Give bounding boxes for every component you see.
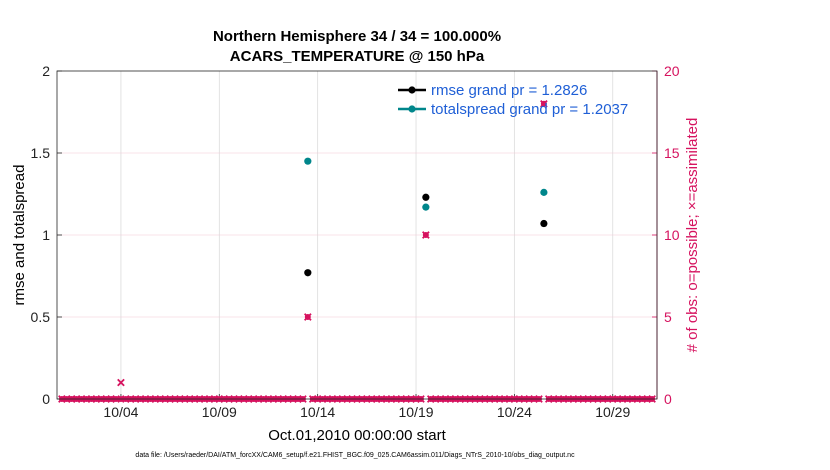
y2-tick-label: 0	[664, 391, 672, 407]
rmse-point	[304, 269, 312, 277]
y-tick-label: 0	[42, 391, 50, 407]
ticks: 10/04 10/09 10/14 10/19 10/24 10/2900.511.520…	[31, 63, 680, 420]
y-tick-label: 1.5	[31, 145, 51, 161]
x-tick-label: 10/04	[103, 404, 138, 420]
rmse-point	[540, 219, 548, 228]
legend: rmse grand pr = 1.2826 totalspread grand …	[398, 82, 628, 118]
obs-assimilated-point	[540, 99, 548, 108]
y2-tick-label: 20	[664, 63, 680, 79]
x-axis-label: Oct.01,2010 00:00:00 start	[268, 427, 446, 444]
totalspread-legend-label: totalspread grand pr = 1.2037	[431, 101, 628, 118]
y2-tick-label: 15	[664, 145, 680, 161]
x-tick-label: 10/19	[398, 404, 433, 420]
totalspread-point	[540, 188, 548, 196]
plot-frame	[56, 70, 658, 400]
rmse-legend-label: rmse grand pr = 1.2826	[431, 82, 587, 99]
y2-axis-label: # of obs: o=possible; ×=assimilated	[684, 118, 701, 353]
y-axis-label: rmse and totalspread	[11, 165, 28, 306]
y-tick-label: 0.5	[31, 309, 51, 325]
totalspread-point	[304, 157, 312, 165]
chart-subtitle: ACARS_TEMPERATURE @ 150 hPa	[230, 48, 485, 65]
y-tick-label: 1	[42, 227, 50, 243]
x-tick-label: 10/09	[202, 404, 237, 420]
chart-title: Northern Hemisphere 34 / 34 = 100.000%	[213, 28, 501, 45]
obs-assimilated-point	[303, 313, 312, 321]
obs-assimilated-point	[422, 231, 430, 239]
obs-assimilated-point	[117, 378, 125, 387]
grid	[57, 71, 657, 399]
y2-tick-label: 5	[664, 309, 672, 325]
rmse-point	[422, 193, 430, 201]
x-tick-label: 10/14	[300, 404, 335, 420]
rmse-legend-marker	[408, 86, 416, 94]
totalspread-point	[422, 203, 430, 211]
totalspread-legend-marker	[408, 105, 416, 113]
x-tick-label: 10/29	[595, 404, 630, 420]
data-file-footnote: data file: /Users/raeder/DAI/ATM_forcXX/…	[135, 452, 575, 459]
y2-tick-label: 10	[664, 227, 680, 243]
x-tick-label: 10/24	[497, 404, 532, 420]
y-tick-label: 2	[42, 63, 50, 79]
